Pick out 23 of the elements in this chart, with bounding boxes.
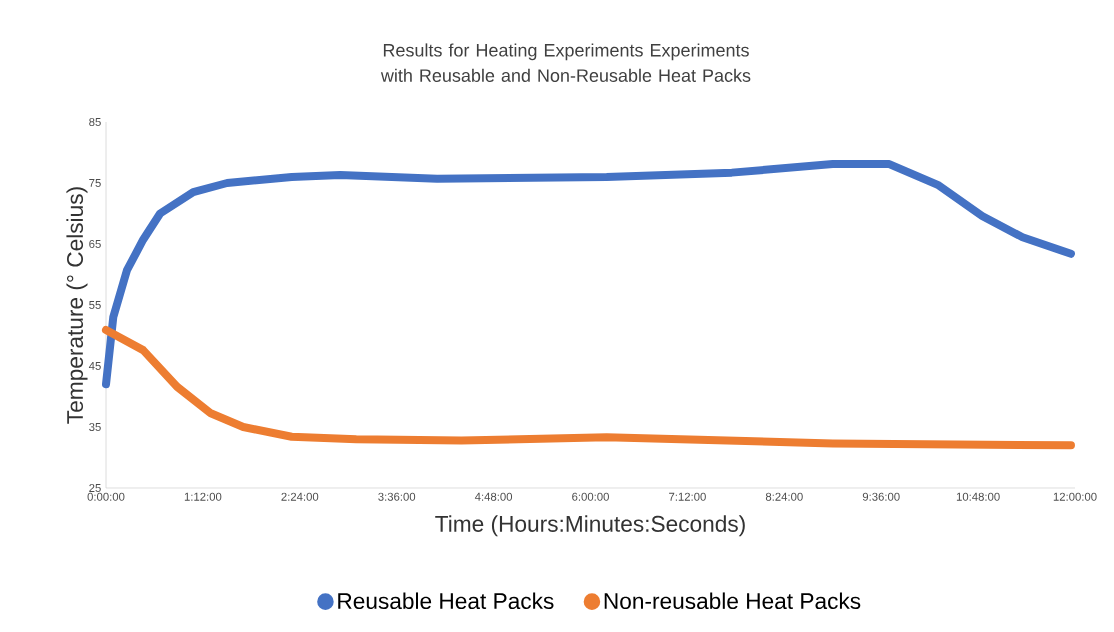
x-tick-label: 4:48:00: [474, 492, 513, 501]
y-tick-label: 35: [89, 423, 101, 432]
y-tick-label: 45: [88, 362, 101, 370]
x-tick-label: 3:36:00: [378, 492, 416, 501]
legend-label: Reusable Heat Packs: [338, 592, 554, 610]
x-tick-label: 0:00:00: [87, 492, 125, 501]
y-tick-label: 25: [89, 484, 101, 493]
legend-label: Non-reusable Heat Packs: [604, 592, 861, 610]
y-tick-label: 55: [89, 301, 101, 309]
x-tick-label: 10:48:00: [956, 492, 1000, 501]
x-tick-label: 1:12:00: [184, 492, 222, 501]
x-tick-label: 7:12:00: [669, 492, 706, 501]
y-tick-label: 85: [89, 118, 101, 127]
chart-title: Results for Heating Experiments Experiments with Reusable and Non-Reusable Heat Packs: [380, 43, 751, 82]
x-tick-label: 9:36:00: [862, 492, 900, 501]
y-tick-label: 65: [89, 240, 101, 249]
y-tick-label: 75: [89, 179, 101, 187]
x-tick-label: 8:24:00: [765, 492, 803, 501]
x-tick-label: 6:00:00: [572, 492, 609, 501]
y-axis-title: Temperature (° Celsius): [66, 187, 88, 424]
x-tick-label: 12:00:00: [1053, 492, 1097, 501]
x-axis-title: Time (Hours:Minutes:Seconds): [435, 515, 745, 537]
x-tick-label: 2:24:00: [281, 492, 319, 501]
